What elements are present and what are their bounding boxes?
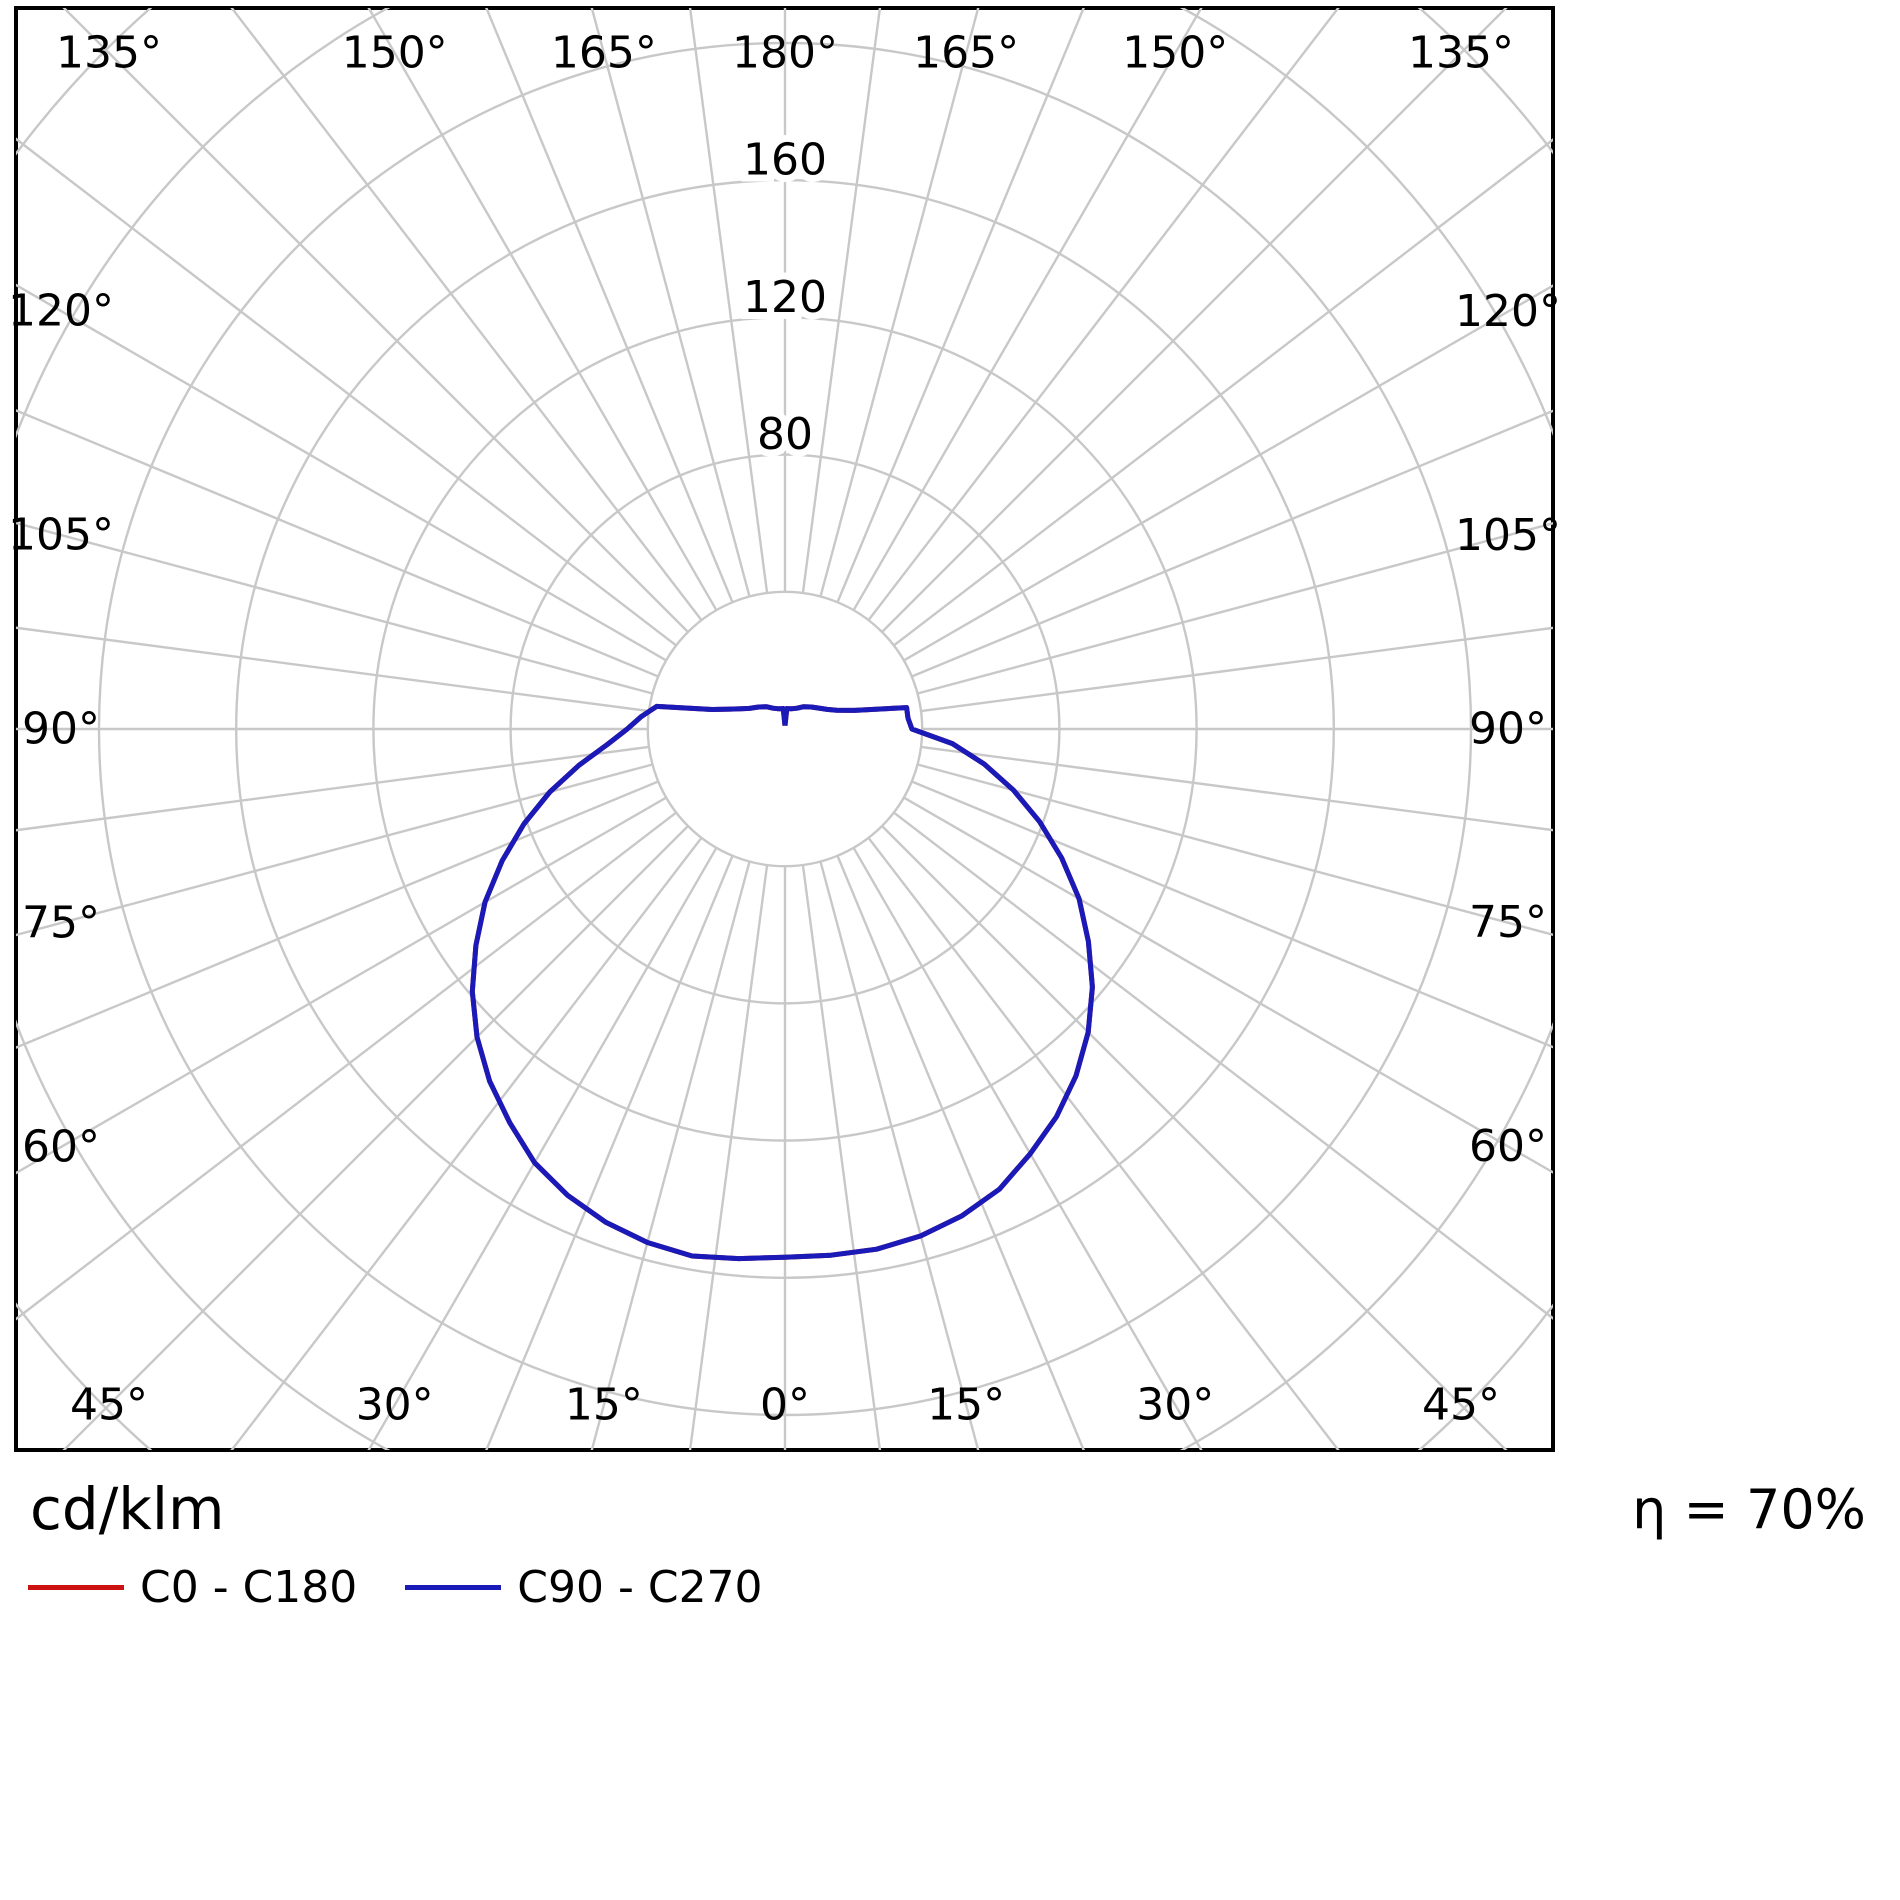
angle-label: 105° — [8, 510, 114, 561]
angle-label: 90° — [1469, 704, 1547, 755]
angle-label: 135° — [1408, 28, 1514, 79]
angle-label: 15° — [565, 1380, 643, 1431]
angle-label: 150° — [1122, 28, 1228, 79]
angle-label: 120° — [1455, 286, 1561, 337]
curve-c90-c270 — [469, 703, 1095, 1262]
angle-label: 120° — [8, 286, 114, 337]
legend-line-c0-c180 — [28, 1585, 124, 1590]
units-label: cd/klm — [30, 1475, 225, 1543]
angle-label: 135° — [56, 28, 162, 79]
angle-label: 180° — [732, 28, 838, 79]
efficiency-label: η = 70% — [1632, 1478, 1866, 1541]
angle-label: 45° — [70, 1380, 148, 1431]
angle-label: 30° — [356, 1380, 434, 1431]
legend-line-c90-c270 — [405, 1585, 502, 1590]
angle-label: 45° — [1422, 1380, 1500, 1431]
angle-label: 75° — [1469, 897, 1547, 948]
legend: C0 - C180 C90 - C270 — [28, 1562, 763, 1613]
angle-label: 165° — [551, 28, 657, 79]
radial-tick-label: 160 — [743, 135, 827, 186]
legend-label-c0-c180: C0 - C180 — [140, 1562, 358, 1613]
bottom-strip: cd/klm η = 70% C0 - C180 C90 - C270 — [0, 1450, 1900, 1900]
legend-item-c0-c180: C0 - C180 — [28, 1562, 357, 1613]
angle-label: 60° — [22, 1122, 100, 1173]
angle-label: 105° — [1455, 510, 1561, 561]
legend-item-c90-c270: C90 - C270 — [405, 1562, 763, 1613]
angle-label: 60° — [1469, 1121, 1547, 1172]
intensity-curves — [469, 703, 1095, 1262]
polar-grid — [16, 8, 1553, 1450]
angle-label: 0° — [760, 1380, 810, 1431]
radial-tick-label: 80 — [757, 409, 813, 460]
legend-label-c90-c270: C90 - C270 — [517, 1562, 763, 1613]
angle-label: 30° — [1136, 1380, 1214, 1431]
angle-label: 165° — [913, 28, 1019, 79]
angle-label: 15° — [927, 1380, 1005, 1431]
angle-label: 75° — [22, 898, 100, 949]
radial-tick-label: 120 — [743, 272, 827, 323]
angle-label: 150° — [342, 28, 448, 79]
angle-label: 90° — [22, 704, 100, 755]
